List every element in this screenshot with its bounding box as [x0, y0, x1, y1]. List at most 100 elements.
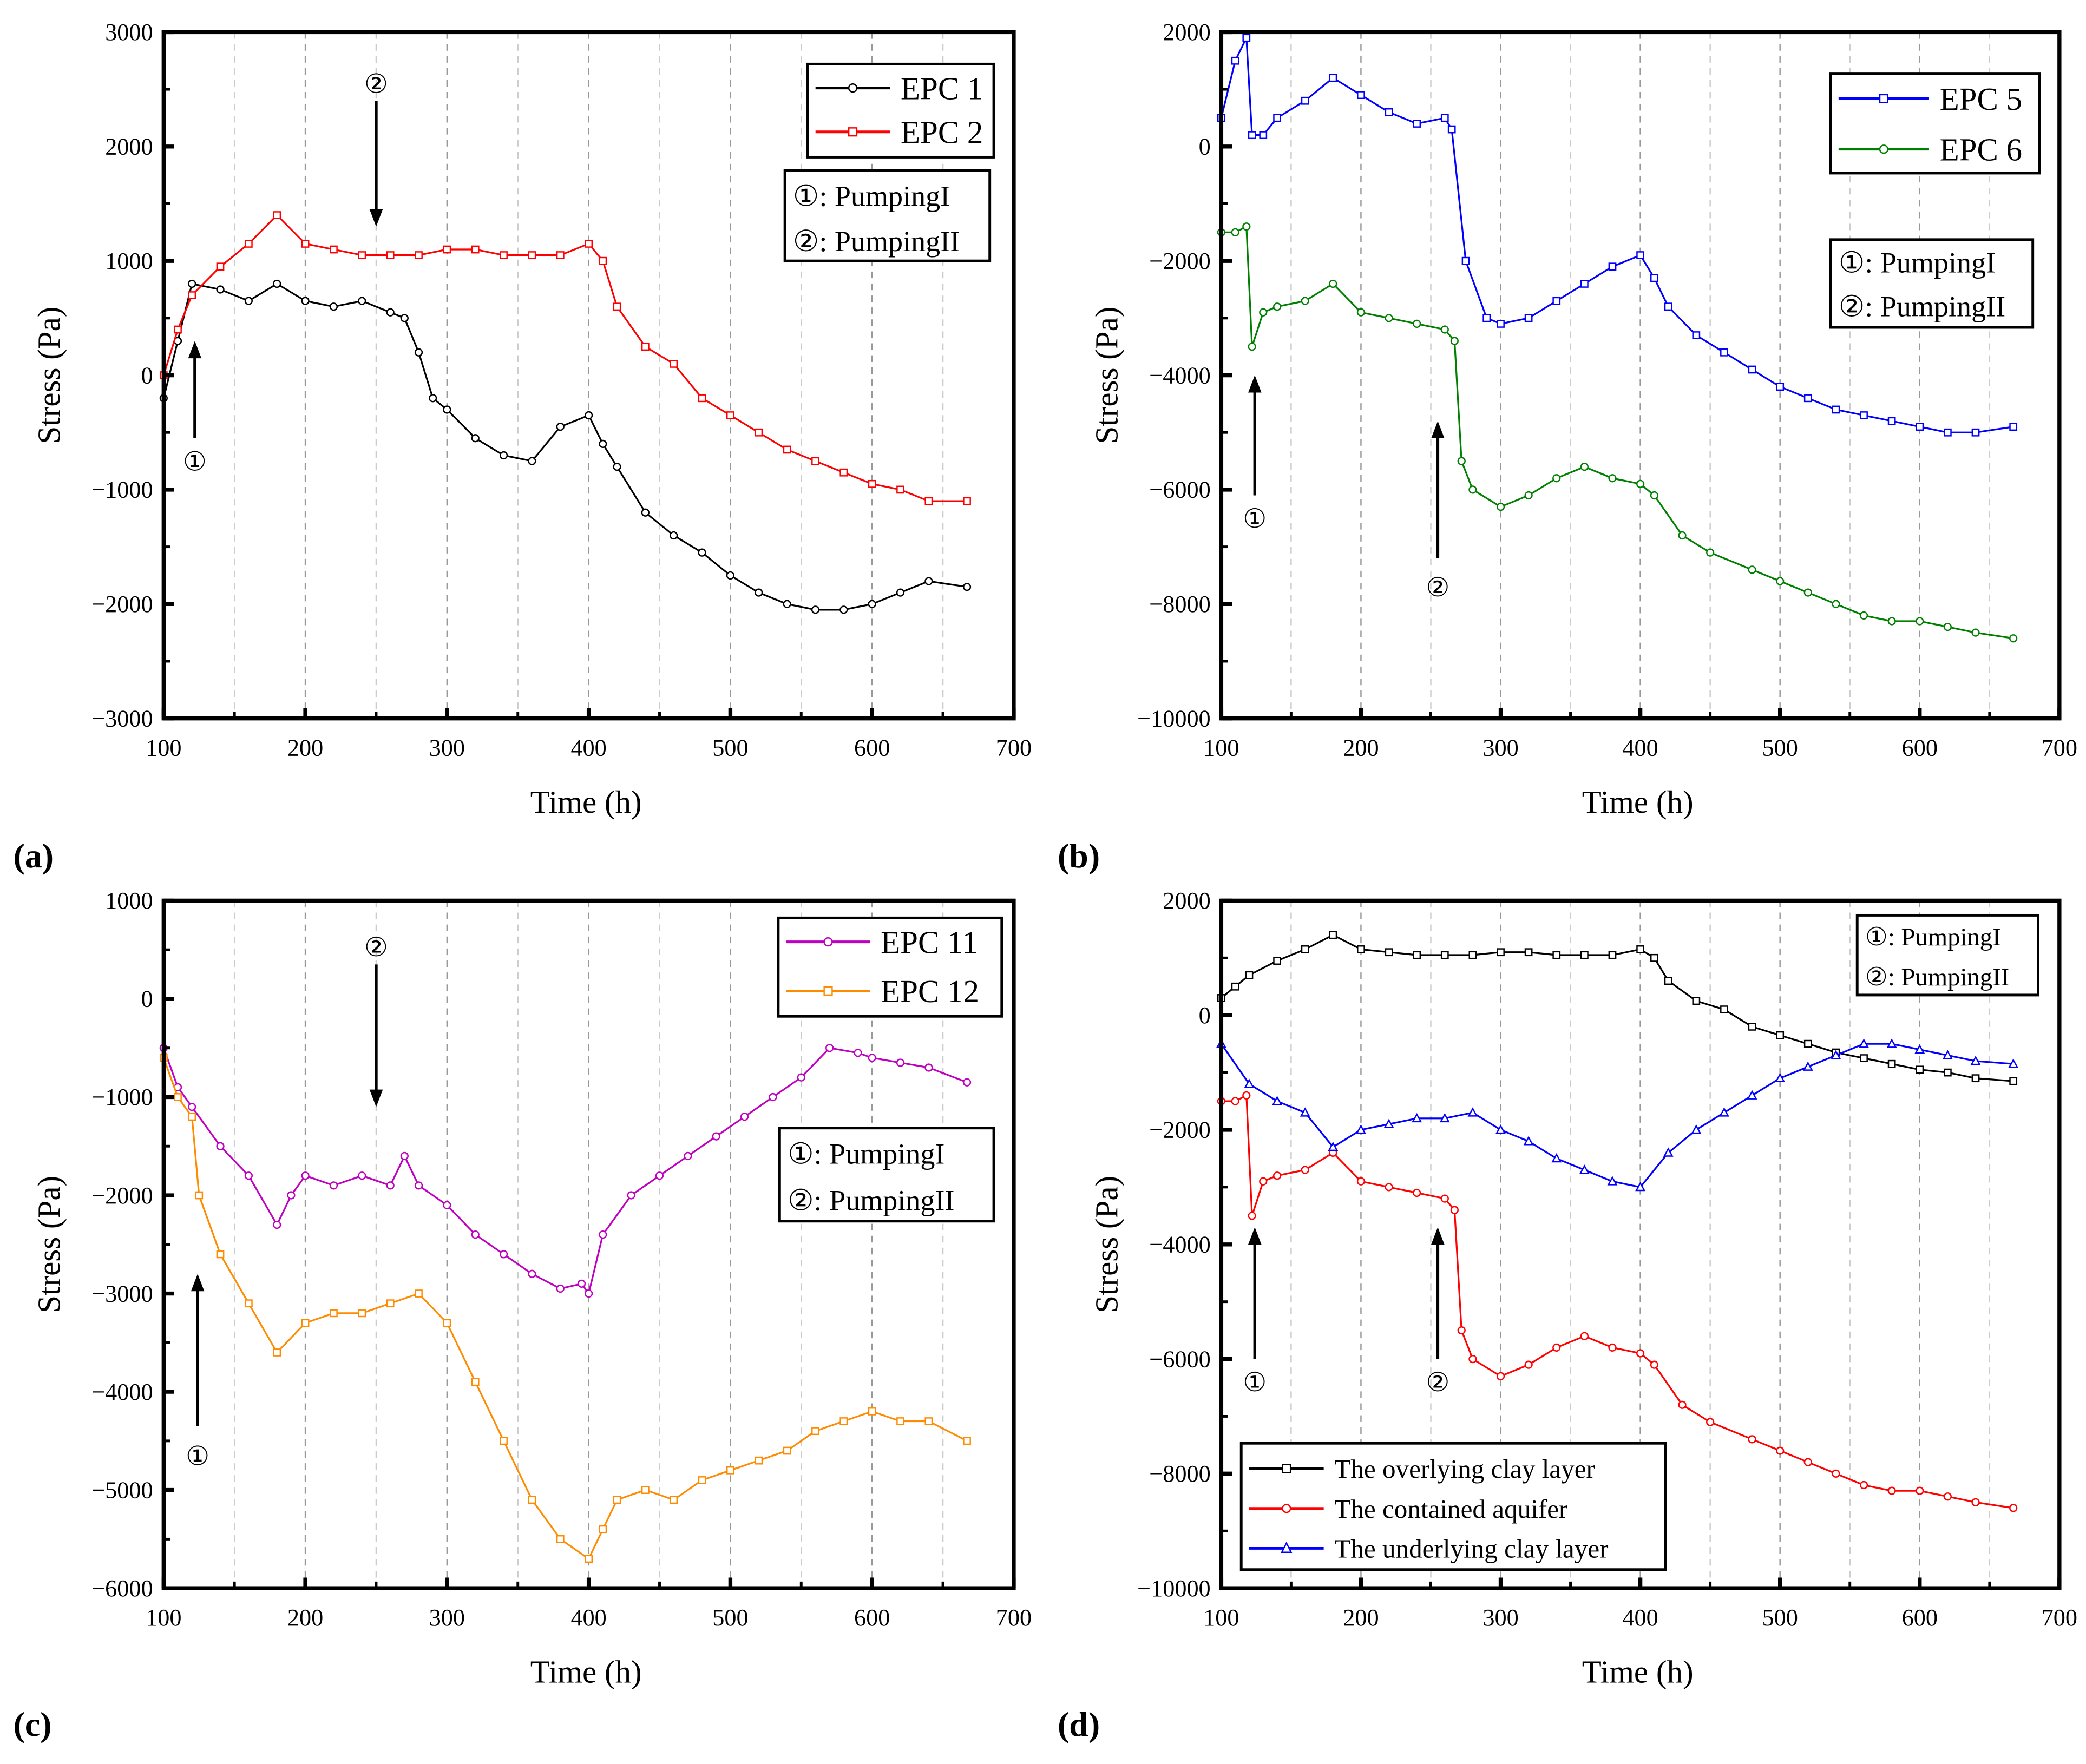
data-point: [415, 1289, 423, 1298]
data-point: [1579, 1164, 1590, 1174]
data-point: [1803, 1039, 1812, 1048]
data-point: [1635, 1181, 1646, 1192]
data-point: [1413, 951, 1421, 959]
data-point: [1706, 548, 1715, 557]
data-point: [1860, 1054, 1868, 1062]
annotation-arrow: ②: [1426, 1227, 1449, 1397]
data-point: [273, 211, 281, 219]
data-point: [415, 251, 423, 259]
data-point: [1440, 1194, 1449, 1203]
data-point: [500, 251, 508, 259]
data-point: [1301, 297, 1309, 305]
data-point: [1608, 1343, 1617, 1352]
data-point: [726, 1466, 734, 1475]
data-point: [556, 423, 565, 431]
data-point: [1413, 1188, 1421, 1197]
data-point: [1887, 417, 1896, 425]
data-point: [726, 411, 734, 419]
data-point: [1329, 931, 1337, 939]
y-tick-label: −8000: [1149, 1460, 1210, 1487]
data-point: [1775, 1072, 1786, 1083]
data-point: [1776, 577, 1785, 585]
annotation-label: ①: [1243, 504, 1267, 534]
annotation-legend-item: ②: PumpingII: [788, 1184, 954, 1216]
data-point: [698, 394, 706, 403]
data-point: [613, 302, 621, 311]
data-point: [1272, 1171, 1282, 1180]
series-the-contained-aquifer: [1217, 1091, 2018, 1512]
data-point: [386, 1299, 395, 1308]
data-point: [1719, 1107, 1729, 1117]
data-point: [1272, 302, 1282, 311]
data-point: [641, 508, 650, 517]
data-point: [400, 1151, 409, 1161]
data-point: [698, 1476, 706, 1484]
annotation-arrow: ①: [1243, 375, 1267, 534]
data-point: [1328, 1141, 1339, 1151]
data-point: [599, 1525, 607, 1533]
x-tick-label: 700: [2042, 1604, 2077, 1631]
y-tick-label: −10000: [1137, 1575, 1211, 1602]
data-point: [1608, 474, 1617, 483]
y-tick-label: 2000: [105, 134, 153, 160]
annotation-arrow: ②: [364, 932, 388, 1107]
annotation-label: ①: [1243, 1367, 1267, 1397]
data-point: [443, 1201, 451, 1209]
data-point: [1301, 1166, 1309, 1174]
x-axis-label: Time (h): [1582, 1654, 1694, 1690]
data-point: [1914, 1044, 1925, 1054]
y-tick-label: −8000: [1149, 591, 1210, 617]
y-tick-label: 0: [141, 362, 153, 389]
legend-label: The contained aquifer: [1334, 1494, 1567, 1524]
data-point: [1231, 56, 1239, 65]
x-tick-label: 300: [1482, 1604, 1518, 1631]
data-point: [755, 1456, 763, 1465]
y-axis-label: Stress (Pa): [1089, 307, 1125, 444]
data-point: [443, 405, 451, 414]
data-point: [868, 479, 876, 488]
data-point: [400, 314, 409, 322]
x-axis-label: Time (h): [530, 1654, 642, 1690]
data-point: [769, 1092, 777, 1102]
data-point: [556, 1535, 565, 1543]
data-point: [726, 571, 735, 580]
data-point: [613, 1496, 621, 1504]
data-point: [1231, 228, 1239, 236]
annotation-legend-item: ①: PumpingI: [1839, 247, 1996, 279]
data-point: [1971, 1074, 1980, 1083]
data-point: [287, 1191, 296, 1200]
data-point: [755, 428, 763, 437]
data-point: [443, 1319, 451, 1327]
annotation-arrow: ①: [183, 341, 207, 476]
data-point: [1636, 479, 1645, 488]
data-point: [1385, 314, 1393, 322]
data-point: [1887, 1486, 1896, 1495]
y-tick-label: 0: [141, 986, 153, 1012]
data-point: [1971, 1498, 1980, 1506]
annotation-legend: ①: PumpingI ②: PumpingII: [1829, 238, 2035, 329]
data-point: [599, 439, 607, 448]
data-point: [1650, 274, 1658, 282]
data-point: [1524, 1360, 1533, 1369]
data-point: [216, 285, 225, 294]
y-tick-label: 2000: [1163, 887, 1210, 914]
data-point: [1748, 565, 1756, 574]
panel-a: 100 200 300 400 500 600 700 −3000 −2000 −1000 0 100…: [14, 19, 1032, 875]
data-point: [962, 1078, 972, 1087]
y-tick-label: −4000: [1149, 362, 1210, 389]
data-point: [188, 279, 196, 288]
data-point: [358, 297, 366, 305]
data-point: [188, 1113, 196, 1121]
x-tick-label: 400: [570, 734, 606, 761]
data-point: [1259, 308, 1268, 317]
legend: EPC 11 EPC 12: [777, 916, 1003, 1018]
data-point: [1650, 491, 1659, 500]
data-point: [670, 360, 678, 368]
x-tick-label: 400: [570, 1604, 606, 1631]
data-point: [1273, 957, 1281, 965]
x-tick-label: 600: [854, 1604, 890, 1631]
data-point: [1859, 1038, 1869, 1048]
legend-marker: [1282, 1464, 1291, 1473]
data-point: [963, 1437, 971, 1445]
